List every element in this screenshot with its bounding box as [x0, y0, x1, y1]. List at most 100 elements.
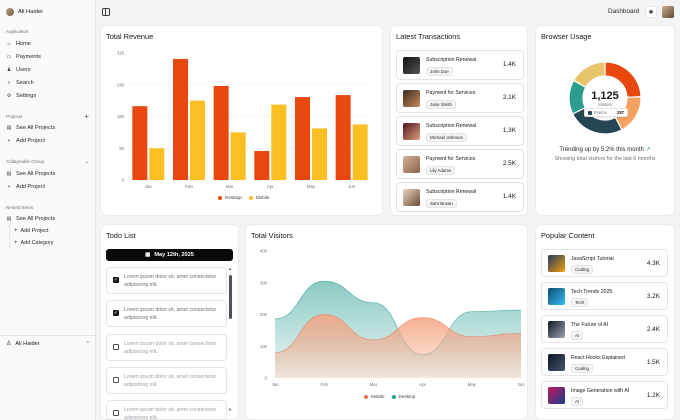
- y-tick-label: 400: [260, 249, 268, 254]
- transaction-title: Payment for Services: [426, 90, 476, 96]
- popular-item[interactable]: Image Generation with AI AI 1.2K: [541, 381, 668, 409]
- legend-label-mobile: Mobile: [371, 394, 385, 399]
- sidebar-item-label: See All Projects: [16, 216, 56, 222]
- x-tick-label: Apr: [419, 382, 426, 387]
- sun-icon: ✺: [648, 9, 654, 16]
- scroll-down-arrow-icon[interactable]: ▼: [228, 407, 232, 412]
- sidebar-item-collapsable-see-all[interactable]: ▤ See All Projects: [6, 169, 92, 179]
- add-project-plus-icon[interactable]: +: [84, 112, 89, 121]
- y-tick-label: 100: [260, 344, 268, 349]
- donut-tooltip: Firefox 287: [584, 108, 628, 117]
- tooltip-value: 287: [617, 110, 624, 115]
- sidebar-item-label: See All Projects: [16, 171, 56, 177]
- todo-text: Lorem ipsum dolor sit, amet consectetur …: [124, 341, 217, 355]
- x-tick-label: May: [468, 382, 477, 387]
- bar-desktop: [254, 151, 270, 180]
- todo-checkbox[interactable]: [113, 410, 119, 416]
- scrollbar-thumb[interactable]: [229, 275, 232, 319]
- revenue-y-labels: 0 80 160 240 320: [117, 51, 125, 183]
- todo-item[interactable]: ✓ Lorem ipsum dolor sit, amet consectetu…: [106, 267, 227, 294]
- chevron-up-icon: ⌃: [85, 340, 90, 347]
- area-mobile: [275, 314, 521, 378]
- sidebar-item-home[interactable]: ⌂ Home: [6, 39, 92, 49]
- sidebar-item-nested-add-project[interactable]: + Add Project: [14, 226, 48, 236]
- sidebar-item-collapsable-add[interactable]: + Add Project: [6, 182, 92, 192]
- x-tick-label: Apr: [267, 184, 274, 189]
- sidebar-item-search[interactable]: ⌕ Search: [6, 78, 92, 88]
- transaction-avatar: [403, 123, 420, 140]
- popular-title: Popular Content: [541, 231, 595, 240]
- sidebar-item-label: Home: [16, 41, 31, 47]
- popular-item[interactable]: JavaScript Tutorial Coding 4.3K: [541, 249, 668, 277]
- bar-desktop: [213, 85, 229, 180]
- sidebar-item-add-project[interactable]: + Add Project: [6, 136, 92, 146]
- bar-mobile: [312, 128, 327, 180]
- popular-item[interactable]: The Future of AI AI 2.4K: [541, 315, 668, 343]
- transactions-title: Latest Transactions: [396, 32, 461, 41]
- footer-user-menu[interactable]: ♙ Ali Haider ⌃: [0, 335, 96, 351]
- nested-divider: [9, 225, 10, 249]
- todo-item[interactable]: ✓ Lorem ipsum dolor sit, amet consectetu…: [106, 300, 227, 327]
- popular-item-title: Tech Trends 2025: [571, 289, 613, 295]
- bar-desktop: [173, 58, 188, 180]
- users-icon: ♟: [6, 67, 12, 73]
- transaction-avatar: [403, 90, 420, 107]
- popular-item-title: React Hooks Explained: [571, 355, 625, 361]
- popular-item[interactable]: React Hooks Explained Coding 1.5K: [541, 348, 668, 376]
- sidebar-item-payments[interactable]: ▭ Payments: [6, 52, 92, 62]
- todo-checkbox[interactable]: [113, 344, 119, 350]
- transaction-item[interactable]: Subscription Renewal John Doe 1.4K: [396, 50, 524, 80]
- todo-item[interactable]: Lorem ipsum dolor sit, amet consectetur …: [106, 367, 227, 394]
- transaction-title: Subscription Renewal: [426, 123, 477, 129]
- transaction-item[interactable]: Payment for Services Jane Smith 2.1K: [396, 83, 524, 113]
- sidebar-item-see-all-projects[interactable]: ▤ See All Projects: [6, 123, 92, 133]
- user-menu[interactable]: Ali Haider: [6, 6, 43, 18]
- breadcrumb: Dashboard: [608, 8, 640, 15]
- todo-checkbox[interactable]: ✓: [113, 310, 119, 316]
- y-tick-label: 200: [260, 312, 268, 317]
- avatar[interactable]: [662, 6, 674, 18]
- popular-item-value: 4.3K: [646, 260, 660, 267]
- popular-item-tag: Tech: [571, 298, 589, 307]
- browser-subtext: Showing total visitors for the last 6 mo…: [554, 156, 656, 162]
- transaction-item[interactable]: Payment for Services Lily Adams 2.5K: [396, 149, 524, 179]
- sidebar-item-label: Settings: [16, 93, 37, 99]
- transaction-avatar: [403, 156, 420, 173]
- todo-text: Lorem ipsum dolor sit, amet consectetur …: [124, 374, 217, 388]
- sidebar-item-nested-see-all[interactable]: ▤ See All Projects: [6, 214, 92, 224]
- transaction-item[interactable]: Subscription Renewal Sam Brown 1.4K: [396, 182, 524, 212]
- x-tick-label: Jan: [145, 184, 153, 189]
- popular-item-title: The Future of AI: [571, 322, 609, 328]
- transaction-person-badge: Lily Adams: [426, 166, 456, 175]
- popular-item-title: Image Generation with AI: [571, 388, 630, 394]
- theme-toggle-button[interactable]: ✺: [645, 6, 657, 18]
- section-label-projects: Projects: [6, 114, 23, 119]
- section-label-collapsable: Collapsable Group: [6, 159, 45, 164]
- todo-item[interactable]: Lorem ipsum dolor sit, amet consectetur …: [106, 334, 227, 361]
- sidebar-item-nested-add-category[interactable]: + Add Category: [14, 238, 53, 248]
- x-tick-label: Jun: [517, 382, 525, 387]
- popular-thumbnail: [548, 288, 565, 305]
- scroll-up-arrow-icon[interactable]: ▲: [228, 266, 232, 271]
- line-desktop: [274, 280, 522, 356]
- todo-item[interactable]: Lorem ipsum dolor sit, amet consectetur …: [106, 400, 227, 420]
- bar-desktop: [335, 95, 351, 180]
- popular-item-tag: AI: [571, 397, 584, 406]
- donut-slice-other: [572, 61, 606, 89]
- visitors-y-labels: 0 100 200 300 400: [260, 249, 268, 381]
- browser-donut-chart: 1,125 Visitors: [568, 61, 642, 135]
- sidebar-item-users[interactable]: ♟ Users: [6, 65, 92, 75]
- popular-item[interactable]: Tech Trends 2025 Tech 3.2K: [541, 282, 668, 310]
- todo-checkbox[interactable]: ✓: [113, 277, 119, 283]
- sidebar-toggle-icon[interactable]: [102, 8, 110, 16]
- visitors-legend: Mobile Desktop: [364, 394, 415, 399]
- date-picker-button[interactable]: ▦ May 12th, 2025: [106, 249, 233, 261]
- sidebar-item-settings[interactable]: ⚙ Settings: [6, 91, 92, 101]
- transaction-title: Subscription Renewal: [426, 189, 477, 195]
- chevron-down-icon[interactable]: ⌄: [84, 159, 89, 165]
- folder-icon: ▤: [6, 125, 12, 131]
- todo-checkbox[interactable]: [113, 377, 119, 383]
- x-tick-label: Mar: [226, 184, 234, 189]
- transaction-item[interactable]: Subscription Renewal Michael Johnson 1.3…: [396, 116, 524, 146]
- sidebar-item-label: Search: [16, 80, 34, 86]
